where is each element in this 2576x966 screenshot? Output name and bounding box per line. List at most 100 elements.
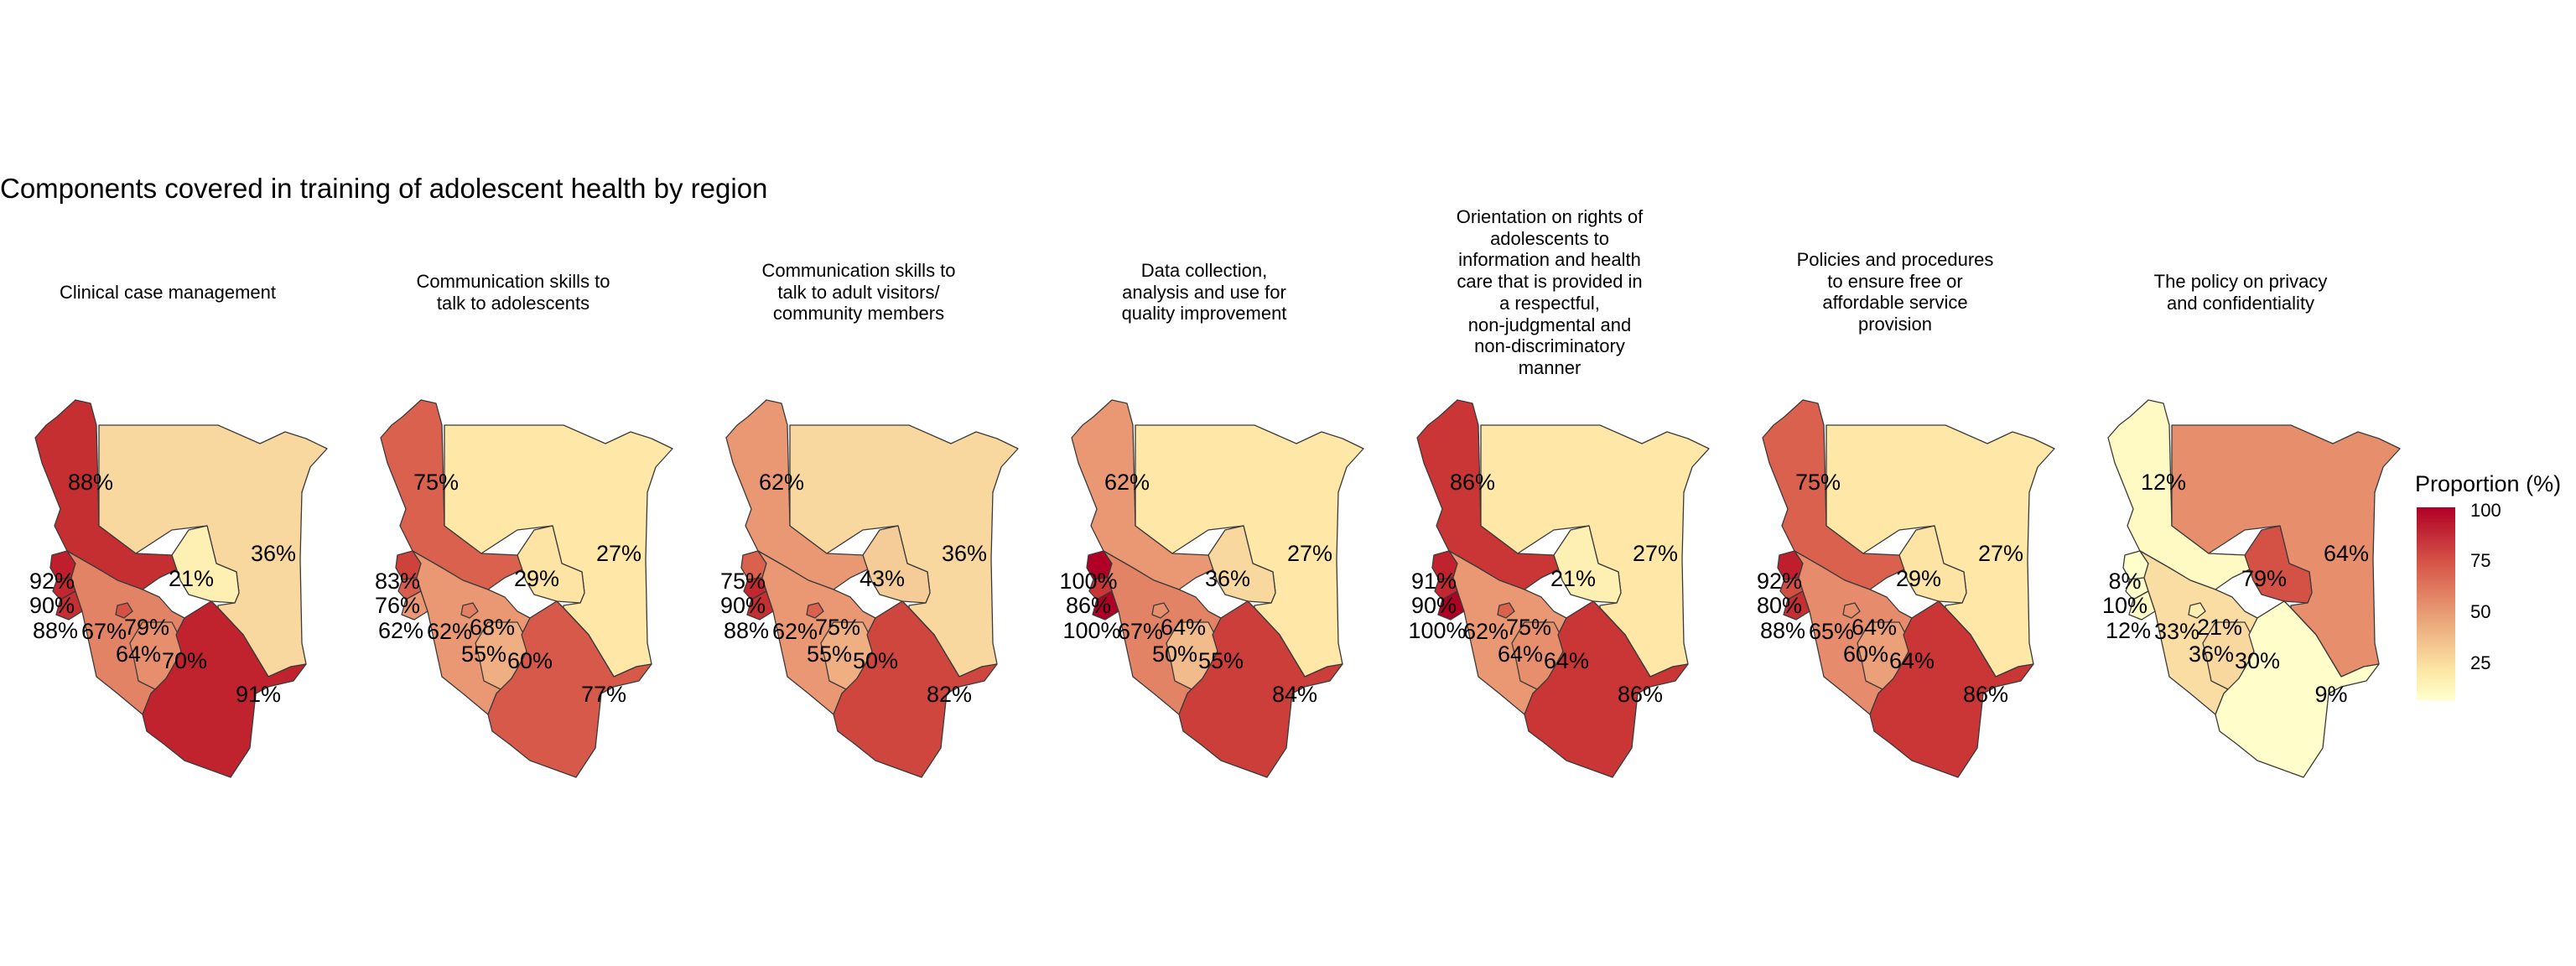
region-nairobi xyxy=(115,602,133,619)
region-value-label: 36% xyxy=(942,541,987,566)
region-value-label: 68% xyxy=(470,615,515,640)
region-nairobi xyxy=(460,602,479,619)
legend-tick-label: 100 xyxy=(2470,500,2501,521)
region-value-label: 21% xyxy=(169,566,214,591)
region-value-label: 64% xyxy=(1498,641,1543,667)
region-value-label: 43% xyxy=(860,566,905,591)
region-west3 xyxy=(1092,590,1119,621)
region-value-label: 62% xyxy=(772,619,818,644)
region-value-label: 91% xyxy=(236,682,281,707)
region-central xyxy=(1208,525,1276,604)
region-value-label: 92% xyxy=(1757,569,1802,594)
region-central xyxy=(1898,525,1967,604)
region-north xyxy=(1071,399,1218,590)
region-west3 xyxy=(55,590,83,621)
region-value-label: 86% xyxy=(1963,682,2008,707)
region-value-label: 27% xyxy=(1978,541,2023,566)
region-coast xyxy=(1869,600,2034,778)
region-central xyxy=(517,525,585,604)
region-nairobi xyxy=(1151,602,1170,619)
region-value-label: 21% xyxy=(2197,615,2242,640)
region-west3 xyxy=(1437,590,1465,621)
region-value-label: 30% xyxy=(2235,648,2280,673)
region-west3 xyxy=(746,590,774,621)
region-value-label: 75% xyxy=(413,470,459,495)
region-nairobi xyxy=(1842,602,1861,619)
region-nairobi xyxy=(2188,602,2206,619)
region-value-label: 67% xyxy=(1118,619,1163,644)
region-value-label: 75% xyxy=(815,615,860,640)
map-panel: 12%64%79%30%8%10%12% 33%21%36%9% xyxy=(2102,399,2401,778)
region-value-label: 75% xyxy=(720,569,766,594)
region-value-label: 88% xyxy=(724,618,769,643)
region-value-label: 79% xyxy=(2241,566,2287,591)
region-value-label: 75% xyxy=(1795,470,1841,495)
region-value-label: 60% xyxy=(1843,641,1888,667)
region-value-label: 90% xyxy=(1411,593,1457,618)
region-value-label: 70% xyxy=(162,648,207,673)
region-value-label: 86% xyxy=(1618,682,1663,707)
region-north xyxy=(34,399,181,590)
region-value-label: 82% xyxy=(927,682,972,707)
facet-label: The policy on privacy and confidentialit… xyxy=(2153,271,2328,314)
region-central xyxy=(171,525,240,604)
region-central xyxy=(2244,525,2313,604)
facet-label: Communication skills to talk to adolesce… xyxy=(416,271,610,314)
map-panel: 75%27%29%64%92%80%88% 65%64%60%86% xyxy=(1757,399,2055,778)
map-panels: 88%36%21%70%92%90%88% 67%79%64%91%75%27%2… xyxy=(29,399,2401,778)
region-value-label: 84% xyxy=(1272,682,1317,707)
region-value-label: 21% xyxy=(1550,566,1596,591)
legend-tick-label: 50 xyxy=(2470,601,2491,622)
region-value-label: 83% xyxy=(375,569,420,594)
region-value-label: 76% xyxy=(375,593,420,618)
region-value-label: 92% xyxy=(29,569,75,594)
region-value-label: 88% xyxy=(68,470,113,495)
region-value-label: 64% xyxy=(1889,648,1935,673)
region-coast xyxy=(487,600,652,778)
region-coast xyxy=(142,600,307,778)
legend-colorbar xyxy=(2417,507,2455,700)
legend-tick-label: 25 xyxy=(2470,652,2491,673)
region-value-label: 62% xyxy=(759,470,804,495)
region-value-label: 64% xyxy=(2324,541,2369,566)
region-west3 xyxy=(2128,590,2156,621)
region-value-label: 9% xyxy=(2314,682,2347,707)
region-coast xyxy=(1524,600,1689,778)
region-value-label: 62% xyxy=(378,618,423,643)
chart-title: Components covered in training of adoles… xyxy=(0,173,768,204)
region-value-label: 100% xyxy=(1062,618,1120,643)
region-value-label: 55% xyxy=(1198,648,1244,673)
map-panel: 62%36%43%50%75%90%88% 62%75%55%82% xyxy=(720,399,1019,778)
region-value-label: 79% xyxy=(124,615,169,640)
region-value-label: 55% xyxy=(807,641,852,667)
region-value-label: 29% xyxy=(514,566,559,591)
region-value-label: 88% xyxy=(33,618,78,643)
facet-label: Data collection, analysis and use for qu… xyxy=(1121,260,1287,325)
region-coast xyxy=(833,600,998,778)
region-north xyxy=(2107,399,2254,590)
region-value-label: 77% xyxy=(581,682,626,707)
region-value-label: 36% xyxy=(2189,641,2234,667)
region-value-label: 50% xyxy=(1152,641,1197,667)
region-value-label: 50% xyxy=(853,648,898,673)
region-value-label: 36% xyxy=(251,541,296,566)
facet-label: Clinical case management xyxy=(59,282,277,303)
map-panel: 75%27%29%60%83%76%62% 62%68%55%77% xyxy=(375,399,673,778)
legend-title: Proportion (%) xyxy=(2415,471,2562,496)
legend-tick-label: 75 xyxy=(2470,550,2491,571)
region-value-label: 29% xyxy=(1896,566,1941,591)
region-value-label: 60% xyxy=(507,648,553,673)
region-value-label: 100% xyxy=(1059,569,1117,594)
region-value-label: 8% xyxy=(2108,569,2141,594)
region-coast xyxy=(2215,600,2380,778)
region-north xyxy=(725,399,872,590)
region-value-label: 64% xyxy=(116,641,161,667)
region-central xyxy=(1553,525,1622,604)
region-value-label: 33% xyxy=(2154,619,2199,644)
region-value-label: 62% xyxy=(427,619,472,644)
region-value-label: 88% xyxy=(1760,618,1805,643)
region-value-label: 90% xyxy=(720,593,766,618)
region-value-label: 10% xyxy=(2102,593,2148,618)
facet-label: Communication skills to talk to adult vi… xyxy=(761,260,956,325)
region-value-label: 27% xyxy=(1287,541,1332,566)
